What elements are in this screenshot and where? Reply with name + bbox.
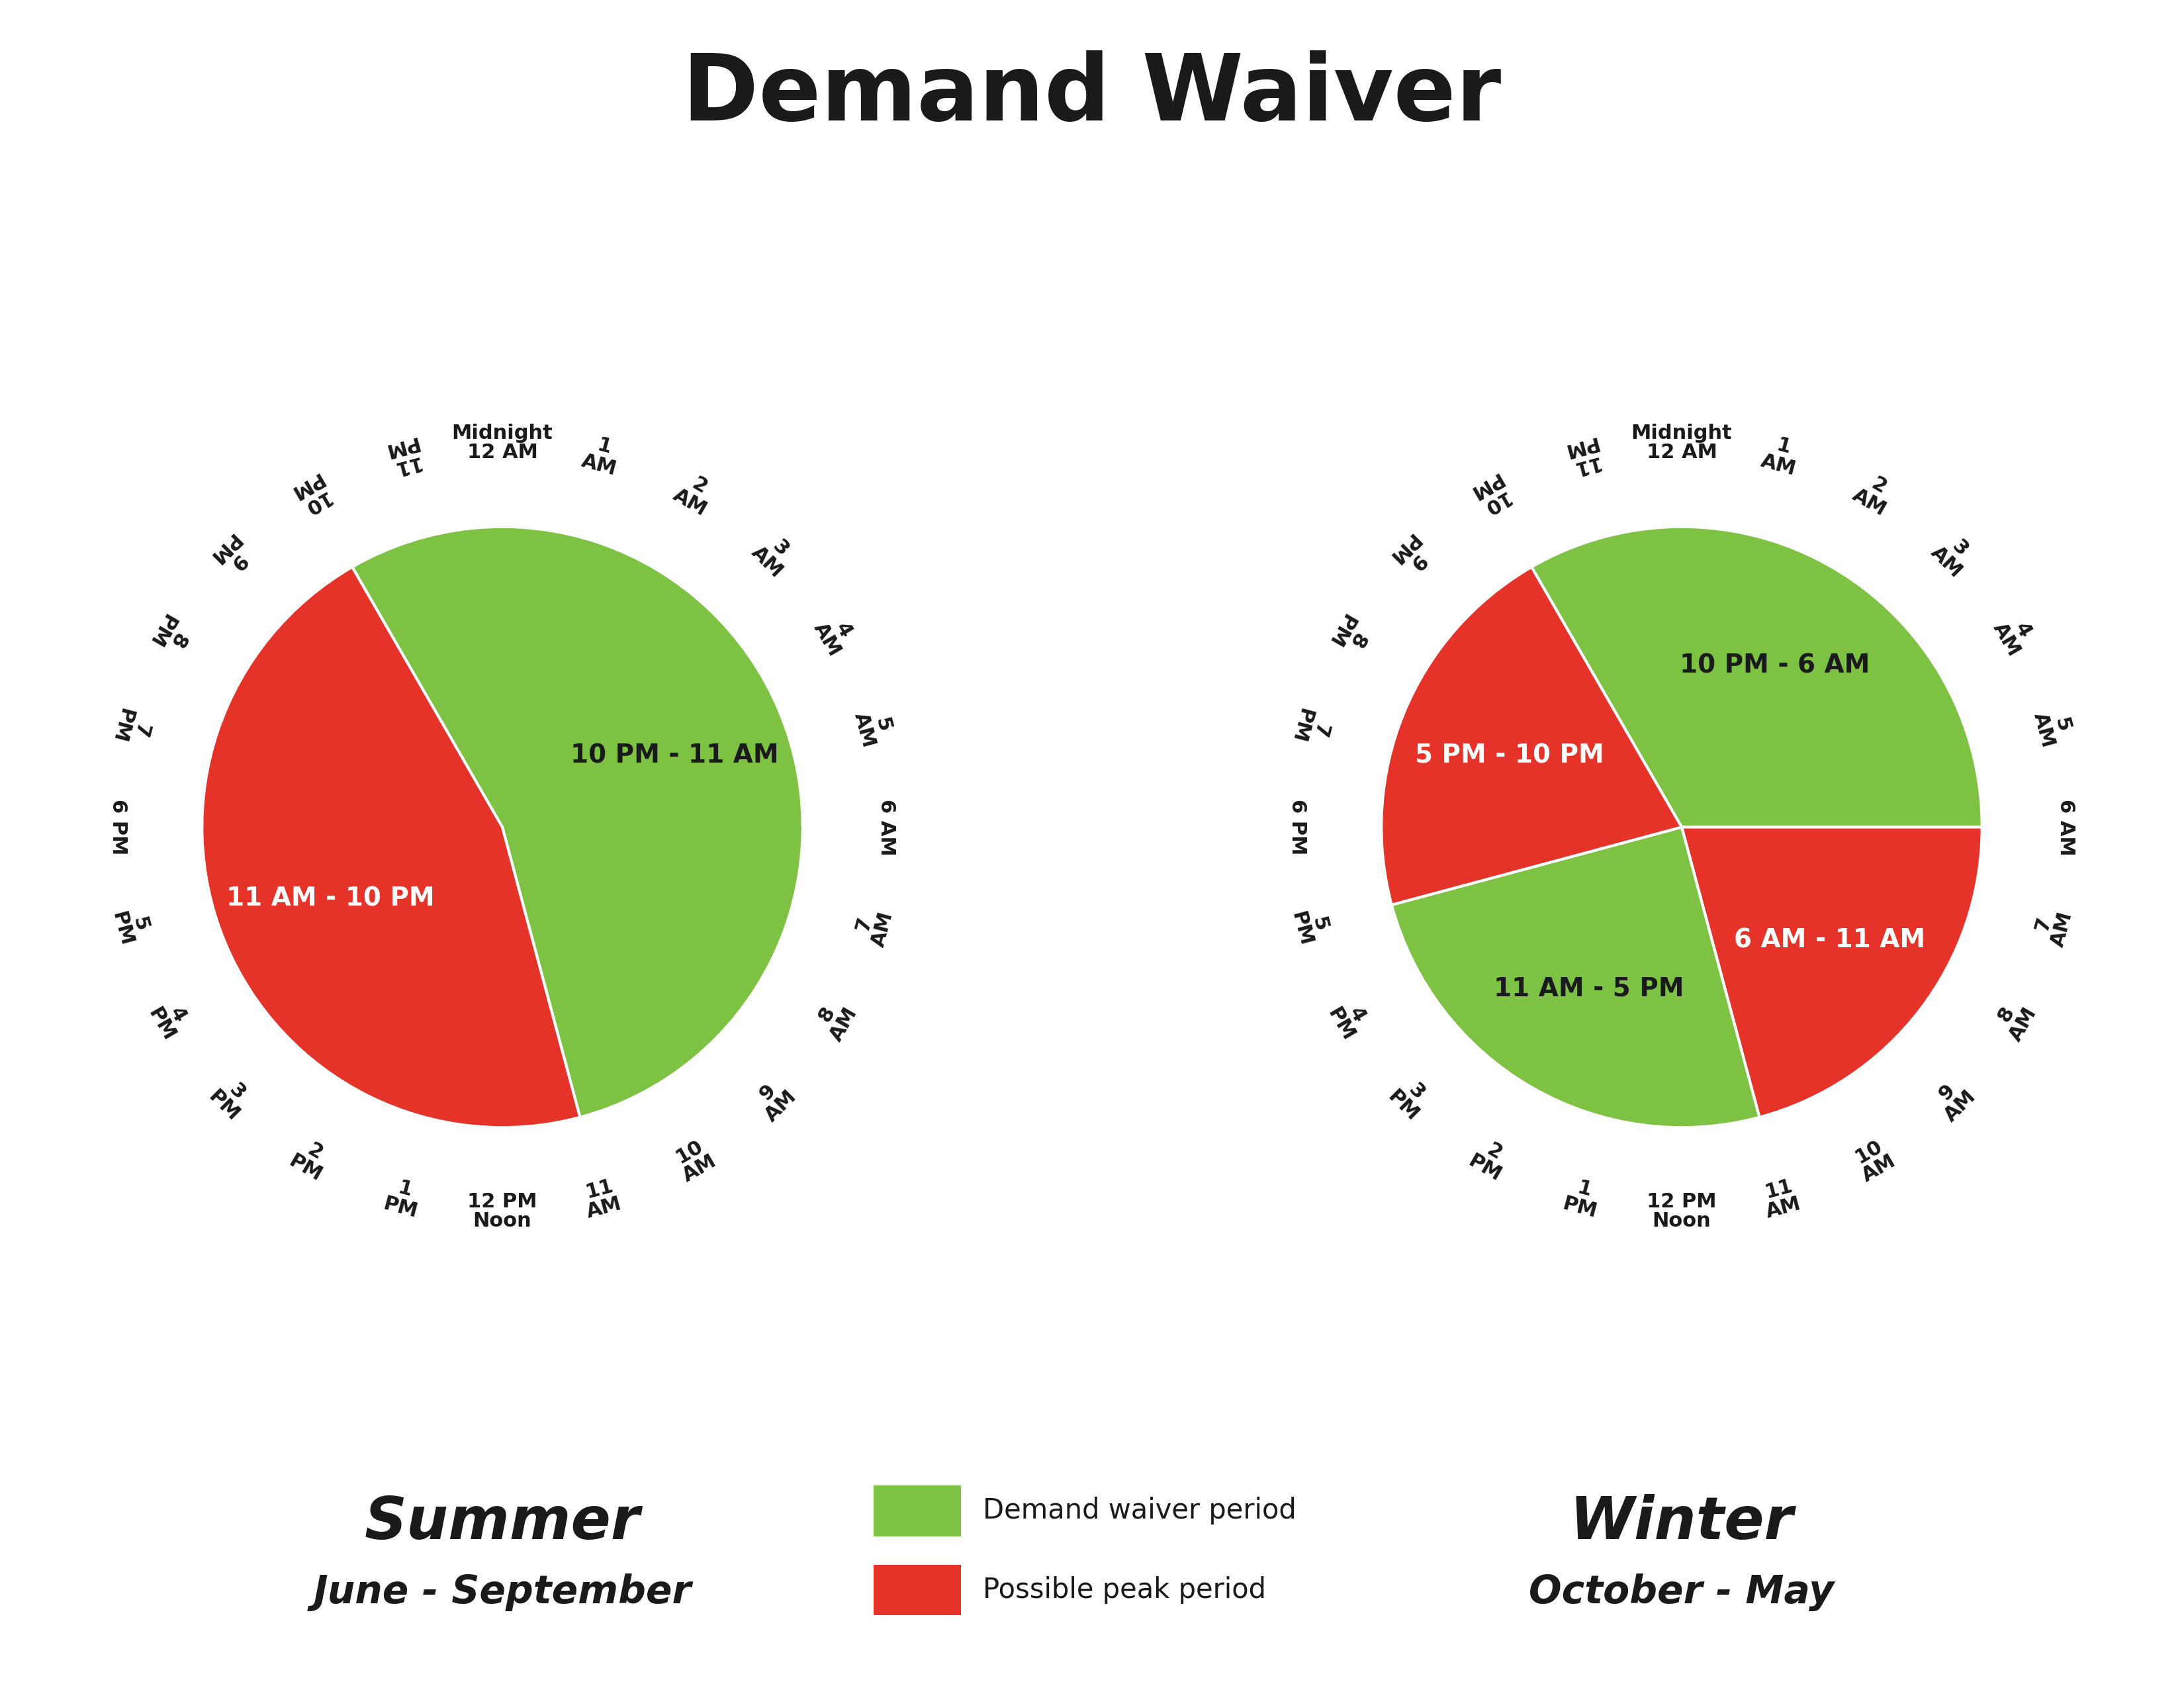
Text: 10
AM: 10 AM <box>1850 1134 1898 1185</box>
Text: 6 PM: 6 PM <box>1289 798 1306 856</box>
Text: 7
AM: 7 AM <box>2029 905 2077 949</box>
Text: Winter: Winter <box>1570 1494 1793 1551</box>
Text: 12 PM
Noon: 12 PM Noon <box>467 1192 537 1231</box>
Text: 8
PM: 8 PM <box>1324 609 1374 660</box>
Text: 1
PM: 1 PM <box>1559 1175 1603 1222</box>
Text: 4
PM: 4 PM <box>1324 994 1374 1045</box>
Text: 10 PM - 11 AM: 10 PM - 11 AM <box>570 743 778 768</box>
Text: 10 PM - 6 AM: 10 PM - 6 AM <box>1679 653 1870 679</box>
Text: 5
AM: 5 AM <box>2029 706 2077 749</box>
Text: Possible peak period: Possible peak period <box>983 1577 1267 1604</box>
Text: 1
AM: 1 AM <box>1758 432 1804 479</box>
Text: 2
AM: 2 AM <box>670 469 719 520</box>
Wedge shape <box>203 567 581 1128</box>
Wedge shape <box>352 527 802 1117</box>
Text: 10
PM: 10 PM <box>286 469 334 520</box>
Text: 8
AM: 8 AM <box>810 994 860 1045</box>
Text: 9
PM: 9 PM <box>1385 530 1435 581</box>
Text: 9
AM: 9 AM <box>747 1074 799 1126</box>
Text: 4
AM: 4 AM <box>810 609 860 660</box>
Text: 3
PM: 3 PM <box>205 1074 256 1124</box>
Text: 10
PM: 10 PM <box>1465 469 1514 520</box>
Text: 7
PM: 7 PM <box>1286 706 1334 749</box>
Text: 5
PM: 5 PM <box>107 905 155 949</box>
Text: 6 AM - 11 AM: 6 AM - 11 AM <box>1734 928 1924 954</box>
Text: 4
AM: 4 AM <box>1990 609 2040 660</box>
Wedge shape <box>1531 527 1983 827</box>
Text: 3
PM: 3 PM <box>1385 1074 1435 1124</box>
Text: 3
AM: 3 AM <box>747 528 799 581</box>
Text: 2
PM: 2 PM <box>286 1134 334 1185</box>
Text: June - September: June - September <box>312 1573 692 1610</box>
Text: Midnight
12 AM: Midnight 12 AM <box>1631 424 1732 463</box>
Text: 7
AM: 7 AM <box>850 905 898 949</box>
Text: 8
AM: 8 AM <box>1990 994 2040 1045</box>
Text: Demand waiver period: Demand waiver period <box>983 1497 1297 1524</box>
Text: 7
PM: 7 PM <box>107 706 155 749</box>
Text: 11
AM: 11 AM <box>579 1175 625 1222</box>
Text: 12 PM
Noon: 12 PM Noon <box>1647 1192 1717 1231</box>
Text: October - May: October - May <box>1529 1573 1835 1610</box>
Wedge shape <box>1391 827 1760 1128</box>
Text: 5
AM: 5 AM <box>850 706 898 749</box>
Text: 6 PM: 6 PM <box>109 798 127 856</box>
Text: Summer: Summer <box>365 1494 640 1551</box>
Text: 4
PM: 4 PM <box>144 994 194 1045</box>
Text: 6 AM: 6 AM <box>2057 798 2075 856</box>
Text: 5
PM: 5 PM <box>1286 905 1334 949</box>
Wedge shape <box>1682 827 1983 1117</box>
Text: 11
PM: 11 PM <box>380 432 424 479</box>
Text: 3
AM: 3 AM <box>1926 528 1979 581</box>
Text: 5 PM - 10 PM: 5 PM - 10 PM <box>1415 743 1605 768</box>
Text: 11
PM: 11 PM <box>1559 432 1603 479</box>
Text: 9
AM: 9 AM <box>1926 1074 1979 1126</box>
Text: 11 AM - 10 PM: 11 AM - 10 PM <box>227 886 435 912</box>
Text: 9
PM: 9 PM <box>205 530 256 581</box>
Text: Midnight
12 AM: Midnight 12 AM <box>452 424 553 463</box>
Text: 11 AM - 5 PM: 11 AM - 5 PM <box>1494 976 1684 1001</box>
Text: 6 AM: 6 AM <box>878 798 895 856</box>
Text: 1
AM: 1 AM <box>579 432 625 479</box>
Text: Demand Waiver: Demand Waiver <box>684 51 1500 140</box>
Text: 10
AM: 10 AM <box>670 1134 719 1185</box>
Text: 2
PM: 2 PM <box>1465 1134 1514 1185</box>
Text: 11
AM: 11 AM <box>1758 1175 1804 1222</box>
Text: 2
AM: 2 AM <box>1850 469 1898 520</box>
Wedge shape <box>1382 567 1682 905</box>
Text: 8
PM: 8 PM <box>144 609 194 660</box>
Text: 1
PM: 1 PM <box>380 1175 424 1222</box>
